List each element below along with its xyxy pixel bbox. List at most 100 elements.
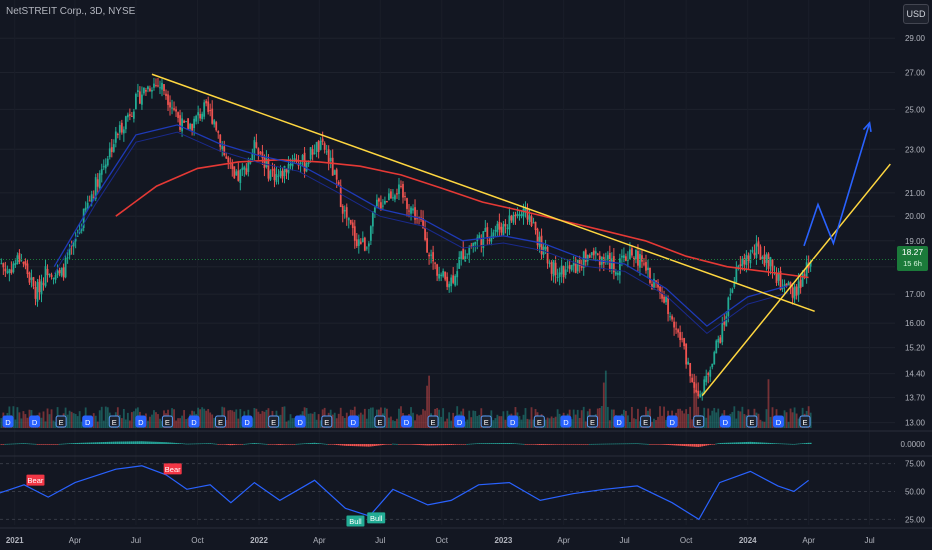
earnings-marker-label: E	[59, 418, 64, 427]
earnings-marker	[427, 415, 439, 428]
candle-body	[785, 283, 788, 286]
histogram-bar	[647, 443, 649, 445]
candle-body	[126, 114, 129, 118]
candle-body	[52, 277, 55, 279]
volume-bar	[524, 408, 527, 428]
candle-body	[345, 207, 348, 218]
volume-bar	[809, 412, 812, 428]
candle-body	[578, 259, 581, 266]
volume-bar	[400, 406, 402, 428]
candle-body	[347, 217, 350, 221]
volume-bar	[426, 385, 428, 428]
candle-body	[379, 202, 382, 209]
candle-body	[239, 169, 242, 183]
candle-body	[649, 267, 651, 283]
earnings-marker	[799, 415, 811, 428]
histogram-bar	[665, 444, 667, 445]
candle-body	[143, 87, 145, 94]
earnings-marker	[640, 415, 652, 428]
candle-body	[199, 114, 202, 119]
candle-body	[580, 264, 583, 268]
volume-bar	[438, 409, 441, 428]
candle-body	[114, 131, 117, 143]
histogram-bar	[629, 443, 631, 445]
volume-bar	[420, 414, 422, 428]
volume-bar	[153, 410, 155, 428]
histogram-bar	[396, 443, 398, 445]
histogram-bar	[209, 443, 212, 444]
candle-body	[263, 156, 266, 169]
time-axis-label: 2023	[494, 536, 512, 545]
histogram-bar	[38, 444, 41, 445]
histogram-bar	[598, 443, 601, 445]
candle-body	[237, 170, 240, 181]
histogram-bar	[365, 444, 368, 447]
volume-bar	[50, 409, 53, 428]
candle-body	[803, 274, 806, 276]
candle-body	[333, 170, 336, 175]
histogram-bar	[163, 442, 165, 444]
histogram-bar	[572, 444, 575, 445]
volume-bar	[687, 413, 690, 428]
histogram-bar	[719, 443, 722, 444]
histogram-bar	[62, 443, 65, 445]
histogram-bar	[588, 443, 591, 445]
moving-averages	[53, 124, 809, 335]
histogram-bar	[40, 444, 43, 445]
histogram-bar	[193, 443, 196, 445]
candle-body	[448, 283, 451, 288]
volume-bar	[554, 416, 557, 428]
histogram-bar	[761, 442, 764, 444]
volume-bar	[293, 418, 296, 428]
candle-body	[679, 332, 682, 341]
candle-body	[751, 249, 754, 253]
histogram-bar	[673, 444, 675, 446]
histogram-bar	[327, 444, 330, 445]
candle-body	[279, 170, 282, 177]
histogram-bar	[108, 441, 111, 444]
dividend-marker-label: D	[298, 418, 304, 427]
histogram-bar	[649, 444, 651, 445]
histogram-bar	[745, 441, 748, 444]
time-axis-label: Apr	[313, 536, 326, 545]
candle-body	[592, 250, 595, 256]
time-axis-label: Jul	[619, 536, 629, 545]
candle-body	[677, 329, 680, 333]
histogram-bar	[715, 443, 718, 445]
histogram-bar	[118, 441, 121, 444]
volume-bar	[711, 410, 714, 428]
histogram-bar	[205, 443, 208, 444]
volume-bar	[46, 408, 49, 428]
earnings-marker-label: E	[165, 418, 170, 427]
volume-bar	[735, 418, 738, 428]
dividend-marker	[188, 415, 200, 428]
histogram-bar	[124, 441, 127, 444]
projection-arrowhead	[862, 121, 872, 132]
candle-body	[643, 263, 645, 265]
histogram-bar	[333, 444, 336, 445]
candle-body	[418, 216, 420, 218]
histogram-bar	[440, 444, 443, 446]
histogram-bar	[66, 443, 69, 445]
histogram-bar	[488, 443, 491, 444]
candle-body	[624, 256, 627, 261]
volume-bar	[635, 419, 637, 428]
volume-bar	[227, 410, 230, 428]
histogram-bar	[520, 443, 523, 445]
candle-body	[305, 163, 308, 172]
candle-body	[400, 185, 402, 187]
currency-button[interactable]: USD	[903, 4, 929, 24]
candle-body	[293, 158, 296, 161]
candle-body	[398, 184, 400, 194]
earnings-marker-label: E	[112, 418, 117, 427]
bear-signal-label	[163, 463, 182, 475]
dividend-marker	[560, 415, 572, 428]
candle-body	[245, 168, 248, 175]
histogram-bar	[765, 442, 768, 444]
candle-body	[32, 277, 35, 287]
volume-bar	[767, 379, 770, 428]
candle-body	[28, 272, 31, 283]
candle-body	[478, 235, 481, 238]
candle-body	[721, 322, 724, 343]
